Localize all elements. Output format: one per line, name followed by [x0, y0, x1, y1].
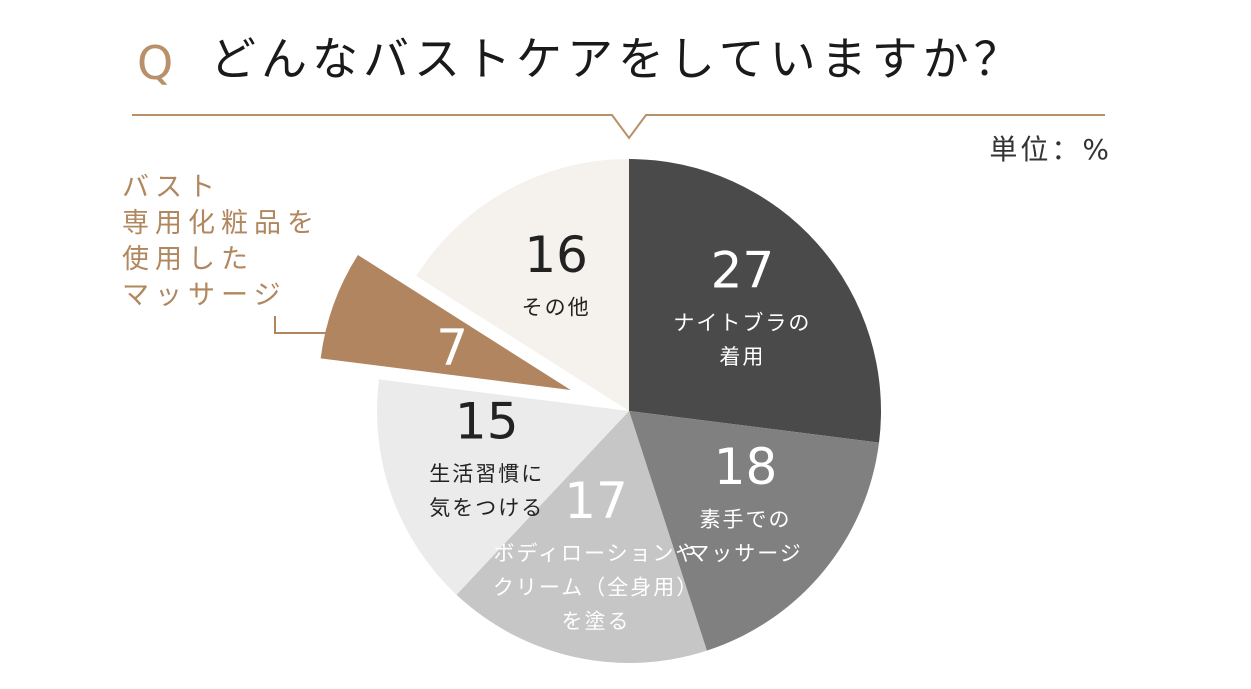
callout-line: マッサージ [122, 280, 287, 311]
question-title: どんなバストケアをしていますか？ [210, 32, 1025, 86]
slice-category-label: マッサージ [688, 541, 803, 565]
slice-category-label: 生活習慣に [429, 462, 544, 486]
callout-label: バスト 専用化粧品を 使用した マッサージ [122, 170, 320, 314]
slice-category-label: その他 [522, 296, 591, 320]
callout-line: 使用した [122, 244, 254, 275]
slice-category-label: を塗る [562, 610, 631, 634]
pie-slice [320, 254, 571, 390]
slice-category-label: 着用 [719, 345, 765, 369]
slice-category-label: ボディローションや [493, 542, 698, 566]
slice-value-label: 18 [714, 438, 778, 496]
slice-value-label: 16 [524, 226, 588, 284]
slice-category-label: ナイトブラの [673, 311, 811, 335]
pie-slice [416, 159, 629, 411]
slice-category-label: 素手での [700, 507, 792, 531]
callout-line: 専用化粧品を [122, 208, 320, 239]
pie-slice [377, 379, 629, 595]
unit-label: 単位：% [989, 133, 1112, 166]
slice-category-label: 気をつける [429, 496, 544, 520]
pie-slice [456, 411, 707, 663]
title-underline [132, 114, 1105, 140]
slice-value-label: 7 [436, 319, 468, 377]
callout-line: バスト [122, 172, 221, 203]
question-q-mark: Q [137, 36, 174, 90]
pie-slice [629, 411, 880, 651]
slice-value-label: 17 [564, 472, 628, 530]
pie-slice [629, 159, 881, 443]
slice-category-label: クリーム（全身用） [493, 576, 699, 600]
question-header: Q どんなバストケアをしていますか？ [132, 28, 1112, 98]
slice-value-label: 27 [711, 242, 775, 300]
slice-value-label: 15 [455, 393, 519, 451]
